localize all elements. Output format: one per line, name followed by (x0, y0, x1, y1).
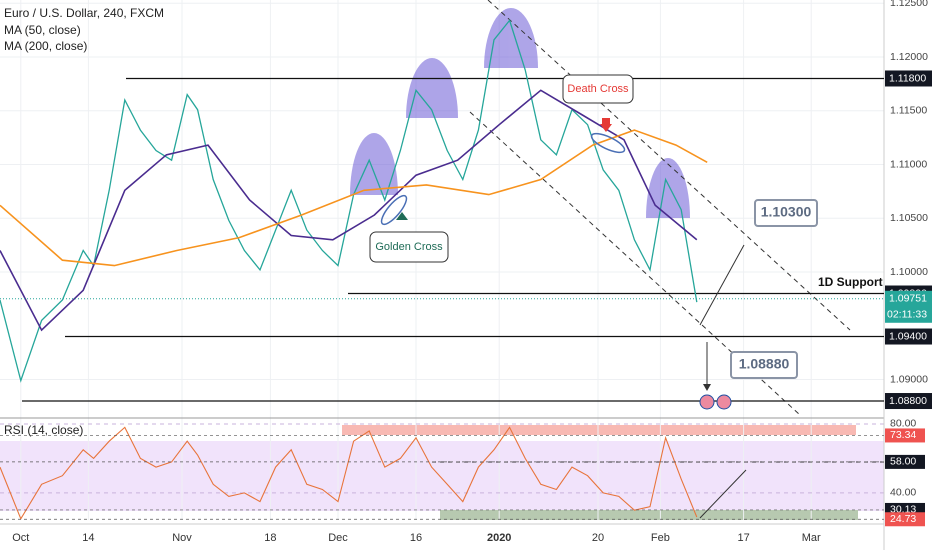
x-tick-label: 20 (592, 532, 604, 544)
price-tag (885, 328, 932, 345)
target-label: 1.10300 (761, 204, 812, 220)
rsi-tag (885, 512, 925, 527)
head-shape (406, 58, 458, 118)
x-tick-label: Mar (802, 532, 821, 544)
y-tick-label: 1.09000 (890, 373, 928, 385)
plot: 1.10300 1.08880 (0, 19, 884, 521)
x-tick-label: 18 (264, 532, 276, 544)
y-tick-label: 1.11000 (890, 158, 927, 170)
cross-ring (590, 132, 626, 154)
rsi-top-zone (342, 425, 856, 435)
rsi-tag-label: 24.73 (890, 513, 916, 525)
y-tick-label: 1.12000 (890, 51, 928, 63)
y-tick-label: 80.00 (890, 418, 916, 430)
head-shape (646, 158, 690, 218)
legend-entry: MA (200, close) (4, 39, 87, 53)
head-shape (484, 8, 538, 68)
countdown-label: 02:11:33 (887, 309, 927, 321)
death-cross-arrow (600, 118, 612, 132)
rsi-legend: RSI (14, close) (4, 423, 83, 437)
event-icon (716, 394, 732, 410)
golden-cross-label: Golden Cross (375, 241, 443, 253)
x-tick-label: 16 (410, 532, 422, 544)
x-tick-label: Oct (12, 532, 29, 544)
rsi-tag-label: 58.00 (890, 456, 916, 468)
rsi-arrow (699, 469, 747, 519)
symbol-title: Euro / U.S. Dollar, 240, FXCM (4, 6, 164, 20)
support-label: 1D Support (818, 275, 883, 289)
x-tick-label: Nov (172, 532, 192, 544)
pattern-highlights (350, 8, 690, 218)
y-tick-label: 1.12500 (890, 0, 928, 9)
golden-cross-arrow (396, 212, 408, 220)
event-icon (699, 394, 715, 410)
head-shape (350, 133, 398, 195)
price-tag (885, 70, 932, 87)
price-tag (885, 290, 932, 323)
legend-entry: MA (50, close) (4, 23, 81, 37)
target-box (754, 199, 818, 227)
series-line (0, 129, 708, 267)
price-tag-label: 1.08800 (889, 395, 927, 407)
price-tag-label: 1.09400 (889, 330, 927, 342)
x-tick-label: 2020 (487, 532, 511, 544)
target-arrow (699, 244, 745, 326)
y-tick-label: 1.11500 (890, 105, 927, 117)
y-tick-label: 1.10000 (890, 266, 928, 278)
price-tag-label: 1.11800 (889, 72, 926, 84)
rsi-tag (885, 454, 925, 469)
death-cross-label: Death Cross (567, 83, 629, 95)
death-cross-box (562, 74, 634, 104)
target-label: 1.08880 (739, 356, 790, 372)
last-price-label: 1.09751 (889, 293, 927, 305)
y-tick-label: 1.10500 (890, 212, 928, 224)
x-tick-label: Dec (328, 532, 348, 544)
arrow-head (703, 384, 711, 391)
rsi-line (0, 426, 698, 521)
rsi-band (0, 441, 884, 511)
x-tick-label: Feb (651, 532, 670, 544)
series-line (0, 89, 698, 332)
y-tick-label: 40.00 (890, 487, 916, 499)
rsi-tag (885, 428, 925, 443)
rsi-tag-label: 30.13 (890, 504, 916, 516)
x-tick-label: 14 (82, 532, 94, 544)
x-tick-label: 17 (737, 532, 749, 544)
rsi-bottom-zone (440, 510, 858, 520)
golden-cross-box (369, 231, 449, 263)
grid (0, 0, 884, 520)
legend: Euro / U.S. Dollar, 240, FXCM MA (50, cl… (4, 6, 164, 437)
rsi-tag-label: 73.34 (890, 429, 916, 441)
cross-ring (380, 194, 408, 226)
price-tag (885, 393, 932, 410)
channel-line (487, 0, 851, 331)
target-box (730, 351, 798, 379)
